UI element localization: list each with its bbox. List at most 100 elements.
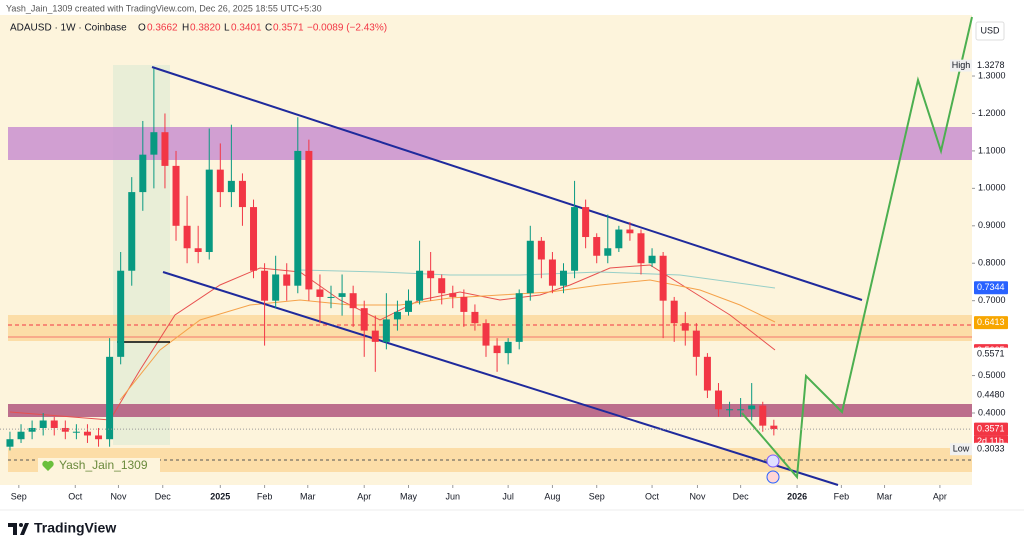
candle-body (759, 405, 767, 426)
candle-body (61, 427, 69, 432)
low-value: 0.3401 (231, 23, 262, 34)
y-tick-label: 1.3000 (978, 70, 1006, 80)
close-value: 0.3571 (273, 23, 304, 34)
candle-body (604, 248, 612, 256)
x-tick-label: Dec (733, 491, 750, 501)
candle-body (571, 207, 579, 271)
candles (6, 68, 778, 451)
candle-body (438, 278, 446, 294)
candle-body (39, 420, 47, 428)
watermark-box (38, 458, 160, 474)
y-tick-label: 0.4000 (978, 407, 1006, 417)
candle-body (327, 296, 335, 298)
y-tick-label: 0.7000 (978, 295, 1006, 305)
candle-body (515, 293, 523, 342)
candle-body (83, 431, 91, 436)
candle-body (615, 229, 623, 249)
x-tick-label: Jun (446, 491, 461, 501)
x-tick-label: Oct (68, 491, 83, 501)
x-tick-label: Jul (502, 491, 514, 501)
candle-body (526, 240, 534, 294)
candle-body (493, 345, 501, 354)
brand: TradingView (34, 520, 116, 536)
price-label: 0.3033 (977, 444, 1005, 454)
open-label: O (138, 23, 146, 34)
candle-body (559, 270, 567, 286)
currency[interactable]: USD (980, 25, 1000, 35)
low-label: L (224, 23, 230, 34)
candle-body (548, 259, 556, 286)
candle-body (117, 270, 125, 357)
brand-logo (8, 523, 29, 535)
candle-body (161, 132, 169, 166)
x-tick-label: Aug (544, 491, 560, 501)
y-tick-label: 0.9000 (978, 220, 1006, 230)
candle-body (449, 293, 457, 297)
event-icon[interactable] (766, 454, 780, 468)
candle-body (316, 289, 324, 297)
candle-body (648, 255, 656, 264)
event-icon[interactable] (766, 470, 780, 484)
candle-body (150, 132, 158, 155)
candle-body (6, 439, 14, 447)
candle-body (172, 165, 180, 226)
x-tick-label: May (400, 491, 418, 501)
candle-body (50, 420, 58, 428)
x-tick-label: Feb (834, 491, 850, 501)
legend: ADAUSD · 1W · Coinbase O 0.3662 H 0.3820… (10, 23, 387, 34)
x-tick-label: Nov (689, 491, 706, 501)
candle-body (139, 154, 147, 193)
candle-body (626, 229, 634, 234)
candle-body (194, 248, 202, 253)
candle-body (681, 323, 689, 331)
price-label: 0.7344 (977, 282, 1005, 292)
candle-body (28, 427, 36, 432)
currency-button[interactable] (975, 21, 1005, 41)
candle-body (349, 293, 357, 309)
x-tick-label: Sep (11, 491, 27, 501)
y-tick-label: 0.8000 (978, 258, 1006, 268)
close-label: C (265, 23, 272, 34)
candle-body (405, 300, 413, 312)
y-tick-label: 1.2000 (978, 108, 1006, 118)
candle-body (272, 274, 280, 301)
price-label: 1.3278 (977, 60, 1005, 70)
x-tick-label: Mar (300, 491, 316, 501)
credit: Yash_Jain_1309 created with TradingView.… (6, 3, 322, 13)
candle-body (770, 425, 778, 430)
y-tick-label: 0.5000 (978, 370, 1006, 380)
candle-body (382, 319, 390, 342)
heart-icon (42, 460, 54, 471)
ma-short (9, 264, 776, 421)
x-tick-label: Oct (645, 491, 660, 501)
candle-body (471, 311, 479, 324)
x-tick-label: 2025 (210, 491, 230, 501)
price-label-box (974, 347, 1008, 361)
price-label: 0.3571 (977, 423, 1005, 433)
candle-body (72, 431, 80, 433)
candle-body (460, 296, 468, 312)
high-value: 0.3820 (190, 23, 221, 34)
x-tick-label: Sep (589, 491, 605, 501)
countdown: 2d 11h (977, 436, 1004, 446)
candle-body (659, 255, 667, 301)
brand-logo-dot (19, 523, 23, 527)
candle-body (95, 435, 103, 440)
highlight-region (113, 65, 170, 445)
candle-body (238, 180, 246, 208)
price-tag-box (950, 443, 972, 456)
x-tick-label: Feb (257, 491, 273, 501)
price-tag: High (952, 60, 971, 70)
candle-body (183, 225, 191, 249)
candle-body (106, 356, 114, 440)
candle-body (261, 270, 269, 301)
candle-body (737, 409, 745, 411)
price-label-box (974, 316, 1008, 330)
price-label-box (974, 422, 1008, 436)
candle-body (482, 323, 490, 346)
candle-body (726, 409, 734, 411)
price-label-box (974, 59, 1008, 73)
price-tag-box (950, 59, 972, 72)
candle-body (537, 240, 545, 260)
